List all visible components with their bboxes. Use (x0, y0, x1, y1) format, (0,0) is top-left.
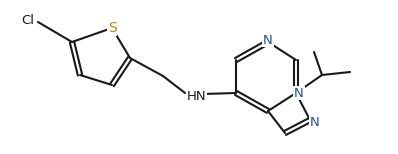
Text: S: S (107, 21, 116, 35)
Text: N: N (263, 34, 273, 47)
Text: HN: HN (187, 89, 207, 103)
Text: Cl: Cl (21, 14, 34, 26)
Text: N: N (294, 87, 304, 99)
Text: N: N (310, 116, 320, 128)
